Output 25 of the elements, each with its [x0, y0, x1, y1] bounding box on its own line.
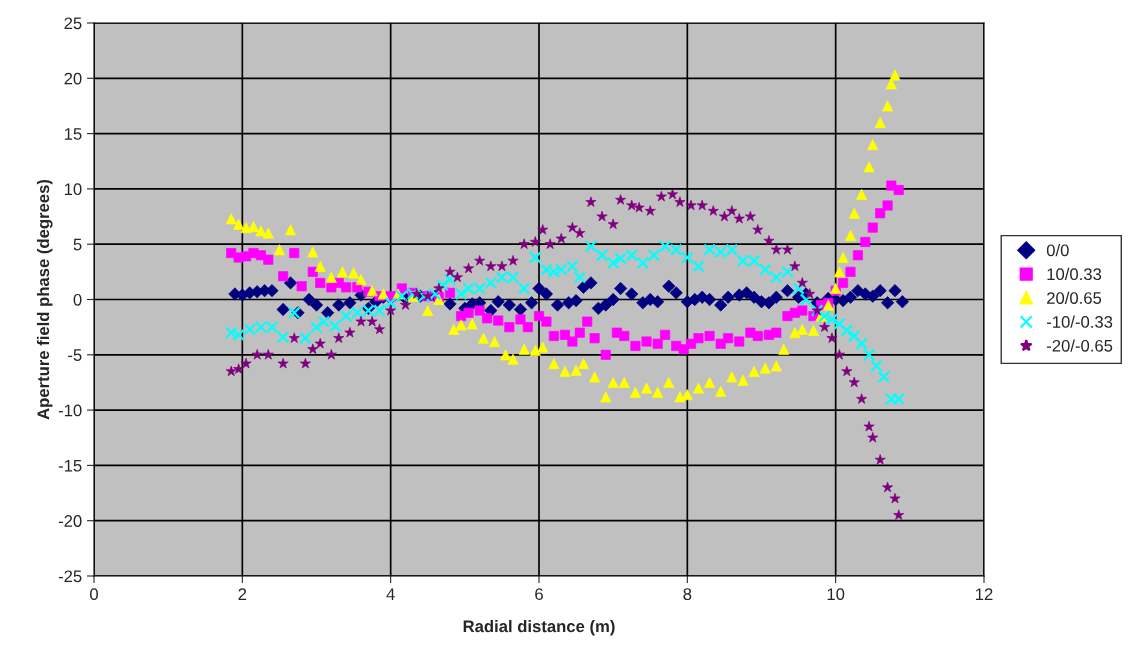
x-tick-label: 4 — [386, 588, 395, 600]
x-tick-label: 10 — [827, 588, 845, 601]
y-tick-label: -10 — [58, 404, 82, 417]
y-tick-label: 20 — [64, 72, 82, 85]
x-tick-label: 6 — [535, 588, 543, 601]
y-tick-label: -25 — [58, 570, 82, 583]
y-tick-label: -15 — [58, 459, 82, 472]
y-tick-label: -20 — [58, 515, 82, 527]
x-axis-title: Radial distance (m) — [463, 620, 615, 636]
y-tick-label: -5 — [68, 349, 82, 361]
x-tick-label: 2 — [238, 588, 247, 600]
legend-label: -10/-0.33 — [1046, 315, 1113, 328]
x-tick-label: 12 — [976, 588, 993, 600]
x-tick-label: 8 — [683, 588, 692, 601]
legend-label: 10/0.33 — [1047, 267, 1102, 281]
y-tick-label: 0 — [73, 293, 82, 306]
y-tick-label: 10 — [64, 183, 82, 196]
y-tick-label: 15 — [64, 128, 82, 140]
legend-label: -20/-0.65 — [1046, 339, 1113, 352]
y-tick-label: 5 — [73, 238, 82, 251]
x-tick-label: 0 — [90, 588, 98, 601]
legend-label: 0/0 — [1046, 243, 1069, 257]
legend-label: 20/0.65 — [1047, 291, 1102, 304]
y-axis-title: Aperture field phase (degrees) — [36, 179, 53, 420]
y-tick-label: 25 — [64, 17, 82, 30]
